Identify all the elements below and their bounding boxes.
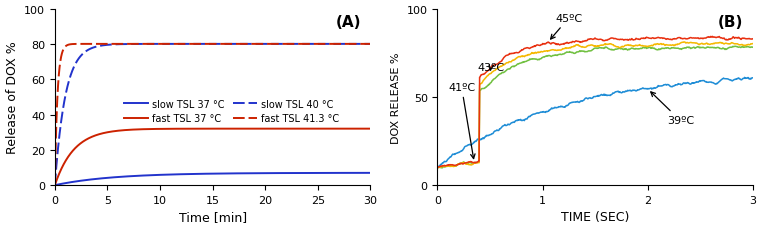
Text: 39ºC: 39ºC xyxy=(651,93,694,126)
X-axis label: TIME (SEC): TIME (SEC) xyxy=(561,210,629,224)
Text: 43ºC: 43ºC xyxy=(478,63,504,73)
Legend: slow TSL 37 °C, fast TSL 37 °C, slow TSL 40 °C, fast TSL 41.3 °C: slow TSL 37 °C, fast TSL 37 °C, slow TSL… xyxy=(120,95,343,128)
Text: (B): (B) xyxy=(718,15,744,30)
Text: (A): (A) xyxy=(335,15,361,30)
X-axis label: Time [min]: Time [min] xyxy=(178,210,247,224)
Text: 45ºC: 45ºC xyxy=(551,14,582,40)
Text: 41ºC: 41ºC xyxy=(448,82,475,159)
Y-axis label: Release of DOX %: Release of DOX % xyxy=(5,41,18,154)
Y-axis label: DOX RELEASE %: DOX RELEASE % xyxy=(391,52,402,143)
